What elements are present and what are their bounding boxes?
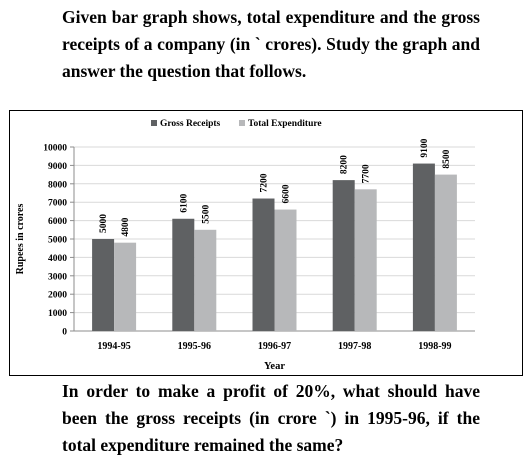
x-tick-label: 1998-99 — [418, 341, 451, 352]
data-label: 7700 — [362, 164, 372, 183]
intro-text: Given bar graph shows, total expenditure… — [62, 7, 480, 81]
question-text: In order to make a profit of 20%, what s… — [62, 381, 480, 455]
gross-receipts-bar — [412, 163, 435, 331]
total-expenditure-bar — [274, 209, 297, 331]
y-tick-label: 5000 — [48, 236, 67, 246]
x-axis-title: Year — [264, 361, 285, 372]
x-tick-label: 1996-97 — [258, 341, 291, 352]
data-label: 8200 — [340, 155, 350, 174]
gross-receipts-bar — [172, 218, 195, 331]
y-tick-label: 8000 — [48, 180, 67, 190]
legend-label-total-expenditure: Total Expenditure — [248, 119, 322, 129]
legend-swatch-gross-receipts — [151, 120, 157, 126]
chart-frame — [9, 110, 523, 376]
gross-receipts-bar — [252, 198, 275, 331]
data-label: 4800 — [121, 217, 131, 236]
bar-chart: 0 1000 2000 3000 4000 5000 6000 7000 8000 9000 100… — [15, 119, 475, 372]
data-label: 8500 — [442, 149, 452, 168]
data-label: 7200 — [260, 173, 270, 192]
total-expenditure-bar — [194, 229, 217, 331]
x-tick-label: 1994-95 — [97, 341, 130, 352]
x-tick-label: 1995-96 — [178, 341, 211, 352]
legend-swatch-total-expenditure — [239, 120, 245, 126]
legend-label-gross-receipts: Gross Receipts — [160, 119, 221, 129]
gross-receipts-bar — [332, 180, 355, 331]
y-tick-label: 7000 — [48, 199, 67, 209]
gross-receipts-bar — [92, 239, 115, 331]
total-expenditure-bar — [354, 189, 377, 331]
data-label: 5500 — [201, 205, 211, 224]
y-tick-label: 2000 — [48, 291, 67, 301]
y-axis-title: Rupees in crores — [15, 204, 26, 275]
y-tick-label: 3000 — [48, 272, 67, 282]
total-expenditure-bar — [434, 174, 457, 331]
data-label: 9100 — [420, 138, 430, 157]
y-tick-label: 10000 — [43, 144, 67, 154]
x-tick-label: 1997-98 — [338, 341, 371, 352]
y-tick-label: 0 — [62, 328, 67, 338]
data-label: 6600 — [282, 184, 292, 203]
total-expenditure-bar — [114, 242, 137, 331]
y-tick-label: 9000 — [48, 162, 67, 172]
y-tick-label: 6000 — [48, 217, 67, 227]
y-tick-label: 1000 — [48, 309, 67, 319]
y-tick-label: 4000 — [48, 254, 67, 264]
data-label: 5000 — [99, 214, 109, 233]
data-label: 6100 — [179, 194, 189, 213]
